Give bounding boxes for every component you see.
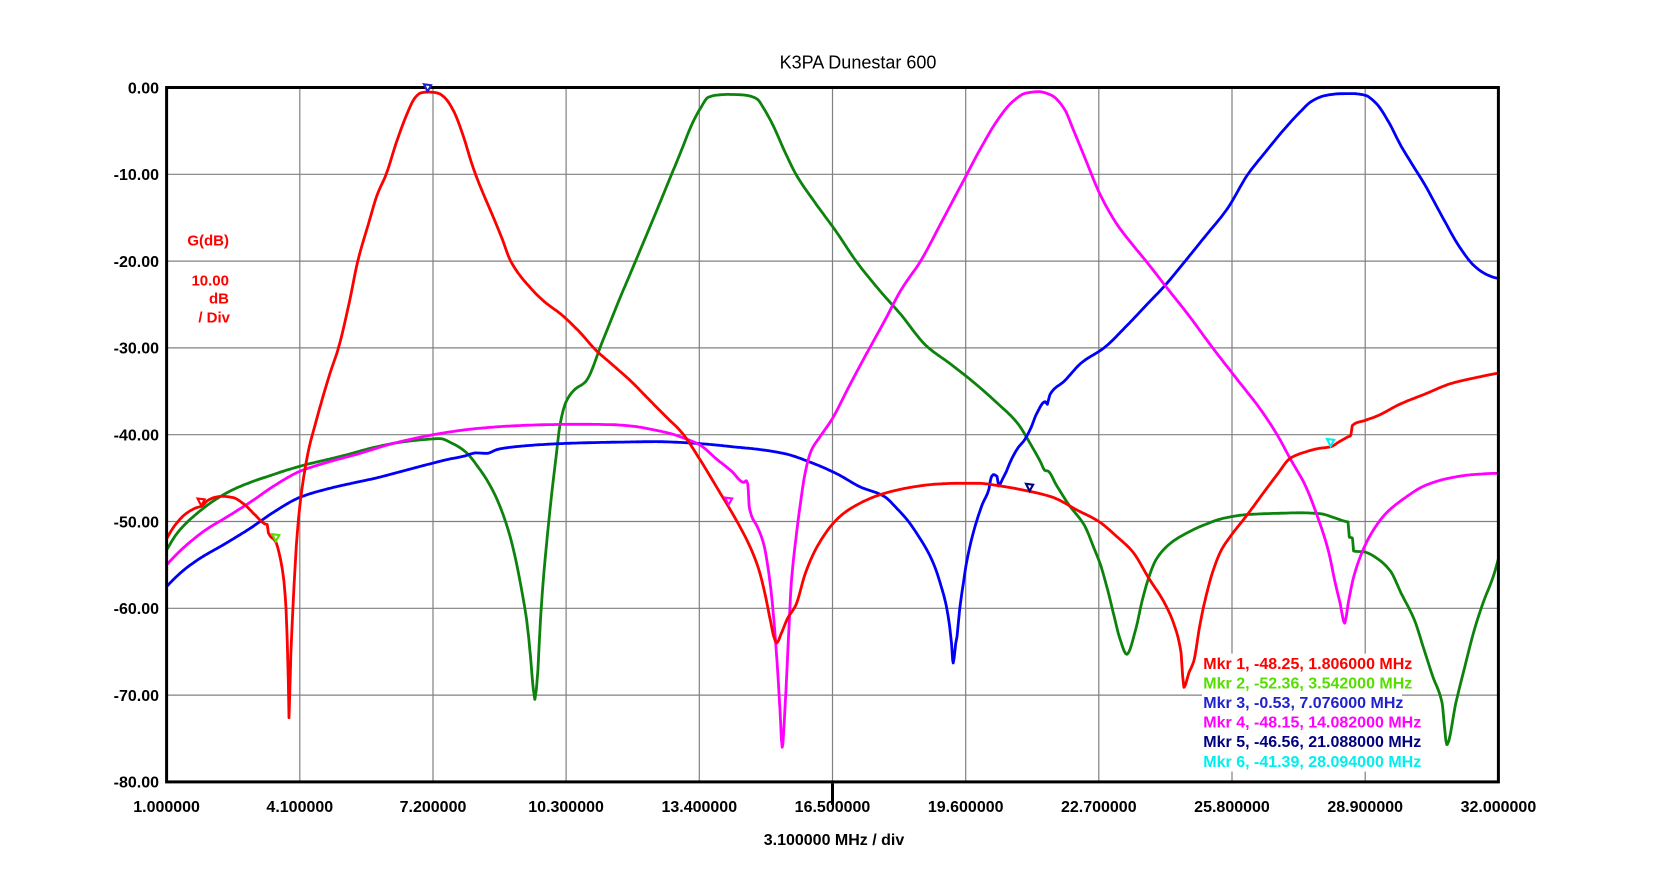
svg-text:19.600000: 19.600000 bbox=[928, 799, 1004, 816]
svg-text:4.100000: 4.100000 bbox=[266, 799, 333, 816]
svg-text:Mkr 3, -0.53, 7.076000 MHz: Mkr 3, -0.53, 7.076000 MHz bbox=[1203, 695, 1403, 712]
svg-text:-10.00: -10.00 bbox=[114, 167, 159, 184]
svg-text:16.500000: 16.500000 bbox=[795, 799, 871, 816]
svg-text:dB: dB bbox=[209, 291, 229, 308]
svg-text:-50.00: -50.00 bbox=[114, 514, 159, 531]
svg-text:-40.00: -40.00 bbox=[114, 428, 159, 445]
svg-text:-30.00: -30.00 bbox=[114, 341, 159, 358]
svg-text:-70.00: -70.00 bbox=[114, 688, 159, 705]
svg-text:7.200000: 7.200000 bbox=[400, 799, 467, 816]
svg-text:13.400000: 13.400000 bbox=[661, 799, 737, 816]
svg-text:22.700000: 22.700000 bbox=[1061, 799, 1137, 816]
svg-text:Mkr 5, -46.56, 21.088000 MHz: Mkr 5, -46.56, 21.088000 MHz bbox=[1203, 734, 1421, 751]
svg-text:/ Div: / Div bbox=[198, 310, 230, 327]
svg-text:10.00: 10.00 bbox=[191, 273, 229, 290]
svg-text:Mkr 1, -48.25, 1.806000 MHz: Mkr 1, -48.25, 1.806000 MHz bbox=[1203, 656, 1412, 673]
svg-text:32.000000: 32.000000 bbox=[1461, 799, 1537, 816]
svg-text:K3PA Dunestar 600: K3PA Dunestar 600 bbox=[780, 53, 937, 73]
svg-text:25.800000: 25.800000 bbox=[1194, 799, 1270, 816]
svg-text:Mkr 4, -48.15, 14.082000 MHz: Mkr 4, -48.15, 14.082000 MHz bbox=[1203, 715, 1421, 732]
svg-text:28.900000: 28.900000 bbox=[1327, 799, 1403, 816]
svg-text:Mkr 2, -52.36, 3.542000 MHz: Mkr 2, -52.36, 3.542000 MHz bbox=[1203, 675, 1412, 692]
svg-text:-80.00: -80.00 bbox=[114, 775, 159, 792]
svg-text:3.100000 MHz / div: 3.100000 MHz / div bbox=[764, 832, 905, 849]
svg-text:-60.00: -60.00 bbox=[114, 601, 159, 618]
svg-text:10.300000: 10.300000 bbox=[528, 799, 604, 816]
svg-text:0.00: 0.00 bbox=[128, 80, 159, 97]
svg-text:-20.00: -20.00 bbox=[114, 254, 159, 271]
svg-text:1.000000: 1.000000 bbox=[133, 799, 200, 816]
svg-text:G(dB): G(dB) bbox=[187, 233, 229, 250]
svg-text:Mkr 6, -41.39, 28.094000 MHz: Mkr 6, -41.39, 28.094000 MHz bbox=[1203, 754, 1421, 771]
